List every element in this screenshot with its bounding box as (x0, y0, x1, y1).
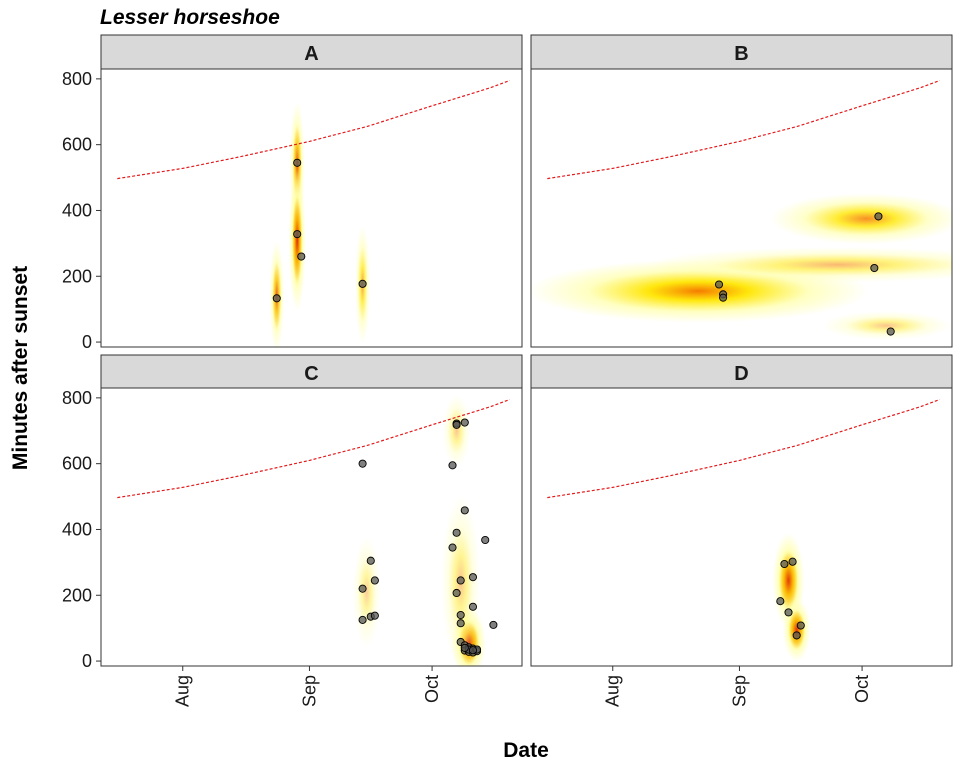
data-point (456, 610, 465, 620)
panel-strip (530, 34, 953, 70)
y-tick-label: 800 (62, 388, 92, 408)
data-point (460, 643, 469, 652)
y-tick-label: 200 (62, 585, 92, 605)
panel-strip (100, 34, 523, 70)
panel-border (100, 387, 523, 667)
data-point (719, 293, 728, 302)
data-point (468, 602, 478, 611)
x-tick-label: Aug (173, 675, 193, 707)
data-point (792, 631, 801, 640)
panel-label: D (734, 363, 748, 385)
data-point (714, 280, 724, 289)
panel-plot-area (531, 388, 952, 666)
panel-d: D (530, 354, 953, 667)
data-point (788, 557, 797, 566)
data-point (452, 420, 461, 429)
density-blob (442, 395, 471, 467)
data-point (780, 559, 789, 569)
chart-title: Lesser horseshoe (100, 6, 280, 29)
data-point (358, 459, 367, 468)
y-tick-label: 600 (62, 454, 92, 474)
data-point (456, 576, 465, 585)
panel-border (100, 68, 523, 348)
x-tick-label: Sep (729, 675, 749, 707)
x-tick-label: Aug (603, 675, 623, 707)
x-tick-label: Oct (852, 675, 872, 703)
density-blob (646, 247, 952, 283)
panel-plot-area (101, 69, 522, 347)
y-tick-label: 600 (62, 135, 92, 155)
data-point (293, 158, 302, 167)
panels-layer: A B C D (100, 34, 953, 667)
data-point (366, 556, 375, 565)
density-core (789, 610, 805, 649)
panel-strip (100, 354, 523, 389)
data-point (456, 619, 465, 628)
x-axes-layer: Aug Sep Oct Aug Sep Oct (173, 666, 872, 707)
density-blob (822, 311, 951, 340)
data-point (460, 506, 469, 515)
data-point (358, 279, 367, 288)
density-blob (770, 193, 952, 244)
y-tick-label: 800 (62, 69, 92, 89)
panel-strip (530, 354, 953, 389)
data-point (272, 294, 281, 303)
panel-label: A (304, 43, 318, 65)
panel-label: C (304, 363, 318, 385)
y-tick-label: 0 (82, 332, 92, 352)
x-tick-label: Sep (299, 675, 319, 707)
y-tick-label: 400 (62, 519, 92, 539)
y-axis-title: Minutes after sunset (9, 266, 32, 470)
x-tick-label: Oct (422, 675, 442, 703)
data-point (870, 263, 879, 273)
data-point (370, 576, 379, 585)
sunset-reference-line (547, 398, 940, 499)
sunset-reference-line (547, 79, 940, 180)
panel-label: B (734, 43, 748, 65)
panel-a: A (100, 34, 523, 348)
data-point (297, 252, 306, 261)
panel-c: C (100, 354, 523, 667)
sunset-reference-line (117, 398, 510, 499)
panel-b: B (530, 34, 953, 348)
panel-border (530, 387, 953, 667)
data-point (468, 646, 478, 655)
data-point (784, 608, 793, 617)
data-point (796, 621, 805, 630)
data-point (358, 584, 367, 593)
data-point (452, 528, 461, 537)
data-point (370, 611, 379, 620)
data-point (874, 212, 883, 221)
data-point (886, 327, 895, 336)
x-axis-title: Date (503, 739, 549, 762)
y-tick-label: 0 (82, 651, 92, 671)
data-point (358, 615, 367, 624)
data-point (489, 620, 498, 629)
data-point (460, 418, 469, 427)
data-point (293, 230, 302, 239)
data-point (448, 543, 457, 552)
data-point (468, 573, 478, 582)
y-tick-label: 200 (62, 266, 92, 286)
data-point (776, 597, 785, 606)
y-axes-layer: 0 200 400 600 800 0 200 400 600 800 (62, 69, 101, 671)
sunset-reference-line (117, 79, 510, 180)
density-core (292, 197, 302, 283)
y-tick-label: 400 (62, 200, 92, 220)
density-blob (352, 536, 381, 648)
data-point (448, 461, 457, 470)
data-point (481, 535, 490, 545)
data-point (452, 588, 461, 598)
panel-border (530, 68, 953, 348)
